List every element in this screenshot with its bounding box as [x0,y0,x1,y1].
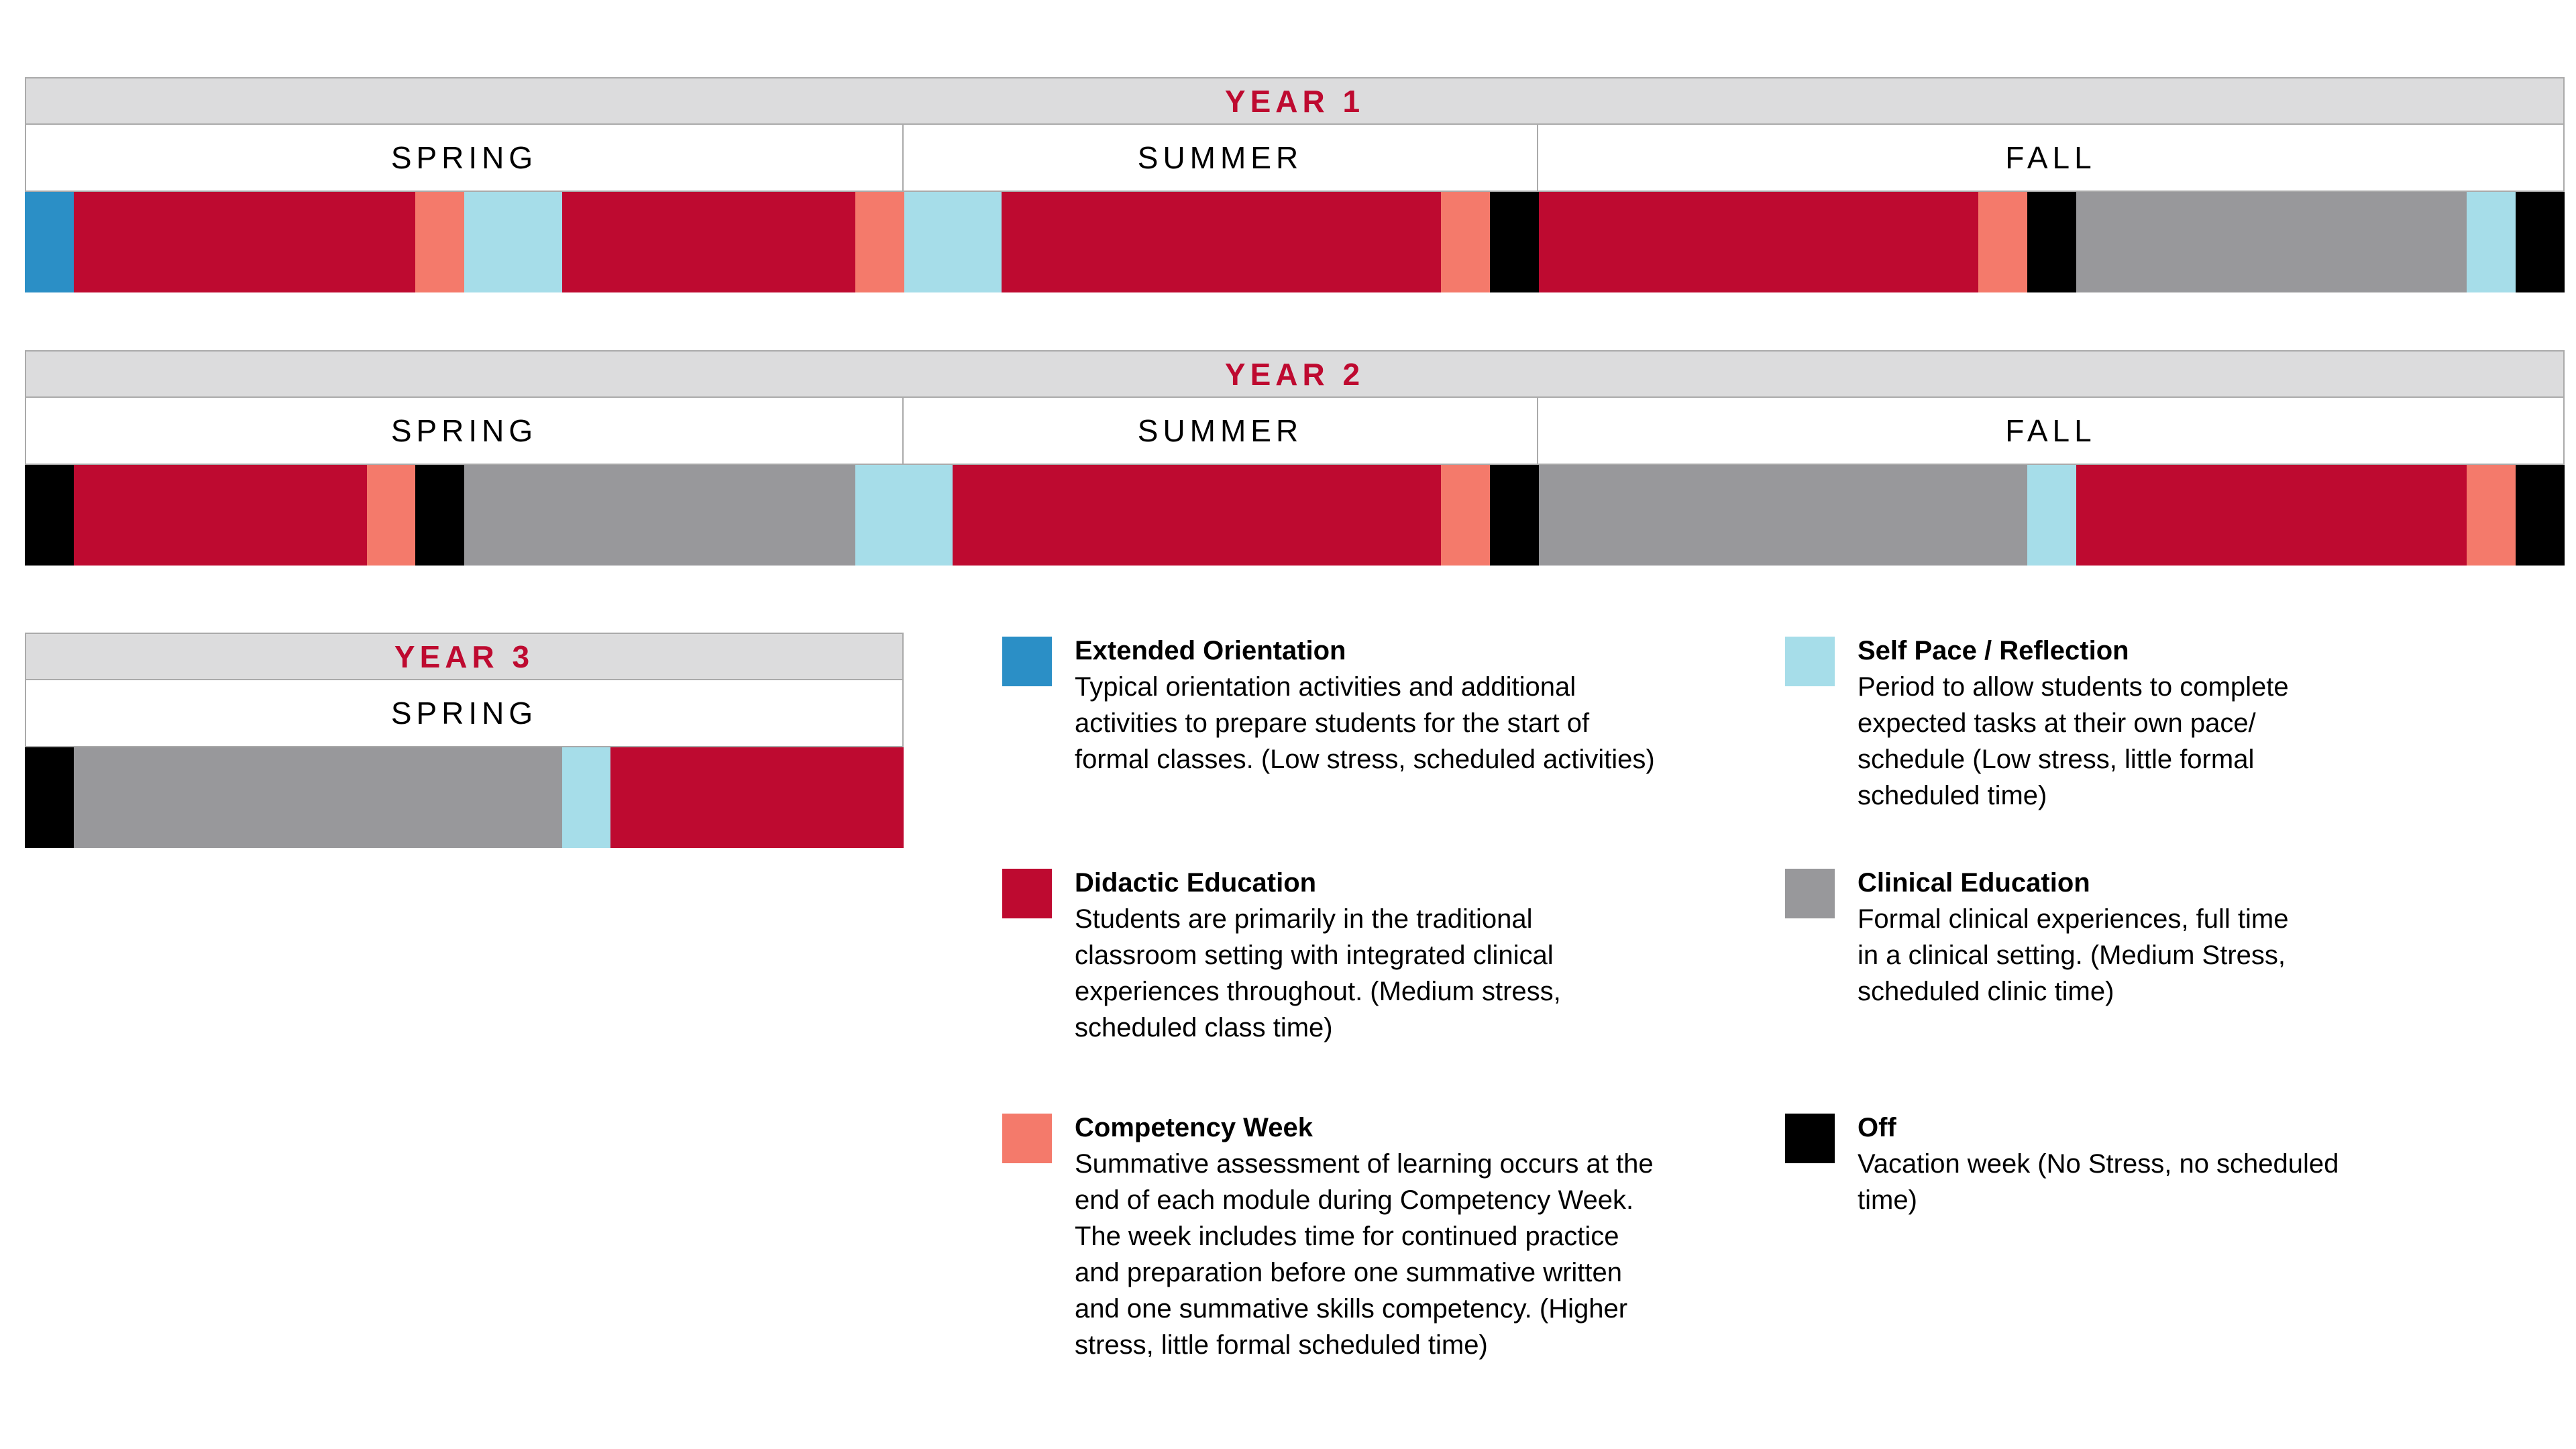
segment-selfpace [904,192,1002,292]
segment-selfpace [855,465,953,566]
segment-competency [366,465,416,566]
segment-clinical [2076,192,2467,292]
segment-off [25,747,74,848]
legend-swatch-selfpace [1785,637,1835,686]
segment-clinical [464,465,855,566]
segment-didactic [610,747,904,848]
legend-title: Self Pace / Reflection [1858,636,2129,665]
segment-selfpace [2467,192,2516,292]
year-2-season-summer: SUMMER [904,398,1538,465]
segment-competency [1441,192,1491,292]
segment-clinical [1539,465,2028,566]
legend-desc: Vacation week (No Stress, no scheduled t… [1858,1149,2339,1215]
segment-didactic [73,192,416,292]
segment-competency [855,192,904,292]
segment-competency [1441,465,1491,566]
segment-off [25,465,74,566]
year-1-season-summer: SUMMER [904,125,1538,192]
segment-selfpace [464,192,562,292]
legend-off: Off Vacation week (No Stress, no schedul… [1785,1110,2339,1218]
year-1-header: YEAR 1 [25,77,2565,125]
legend-swatch-competency [1002,1114,1052,1163]
year-2-season-fall: FALL [1538,398,2565,465]
legend-swatch-off [1785,1114,1835,1163]
legend-clinical-education: Clinical Education Formal clinical exper… [1785,865,2288,1010]
year-2-header: YEAR 2 [25,350,2565,398]
legend-desc: Summative assessment of learning occurs … [1075,1149,1654,1360]
segment-orientation [25,192,74,292]
legend-title: Extended Orientation [1075,636,1346,665]
year-2-timeline-bar [25,465,2565,566]
segment-competency [415,192,465,292]
legend-desc: Students are primarily in the traditiona… [1075,904,1561,1042]
segment-off [2027,192,2076,292]
segment-competency [1978,192,2028,292]
segment-off [2516,192,2565,292]
legend-extended-orientation: Extended Orientation Typical orientation… [1002,633,1655,777]
legend-title: Clinical Education [1858,868,2090,898]
legend-competency-week: Competency Week Summative assessment of … [1002,1110,1654,1363]
year-1-seasons: SPRING SUMMER FALL [25,125,2565,192]
legend-didactic-education: Didactic Education Students are primaril… [1002,865,1561,1046]
segment-didactic [2076,465,2467,566]
segment-selfpace [561,747,611,848]
segment-selfpace [2027,465,2076,566]
year-3-season-spring: SPRING [25,680,904,747]
segment-off [1490,465,1539,566]
year-2: YEAR 2 SPRING SUMMER FALL [25,350,2565,566]
year-2-season-spring: SPRING [25,398,904,465]
year-3-header: YEAR 3 [25,633,904,680]
year-3: YEAR 3 SPRING [25,633,904,848]
year-1-timeline-bar [25,192,2565,292]
legend-title: Competency Week [1075,1113,1313,1142]
legend-title: Off [1858,1113,1896,1142]
legend-swatch-didactic [1002,869,1052,918]
segment-didactic [953,465,1442,566]
segment-didactic [1539,192,1979,292]
segment-didactic [1002,192,1442,292]
year-1-season-spring: SPRING [25,125,904,192]
segment-off [1490,192,1539,292]
segment-off [415,465,465,566]
year-1-season-fall: FALL [1538,125,2565,192]
year-1: YEAR 1 SPRING SUMMER FALL [25,77,2565,292]
legend-swatch-orientation [1002,637,1052,686]
segment-didactic [561,192,855,292]
year-3-seasons: SPRING [25,680,904,747]
legend-desc: Period to allow students to complete exp… [1858,672,2289,810]
year-3-timeline-bar [25,747,904,848]
legend-title: Didactic Education [1075,868,1317,898]
legend-self-pace-reflection: Self Pace / Reflection Period to allow s… [1785,633,2289,814]
legend-desc: Typical orientation activities and addit… [1075,672,1655,774]
segment-competency [2467,465,2516,566]
segment-didactic [73,465,367,566]
segment-off [2516,465,2565,566]
year-2-seasons: SPRING SUMMER FALL [25,398,2565,465]
legend-desc: Formal clinical experiences, full time i… [1858,904,2289,1006]
segment-clinical [73,747,562,848]
legend-swatch-clinical [1785,869,1835,918]
